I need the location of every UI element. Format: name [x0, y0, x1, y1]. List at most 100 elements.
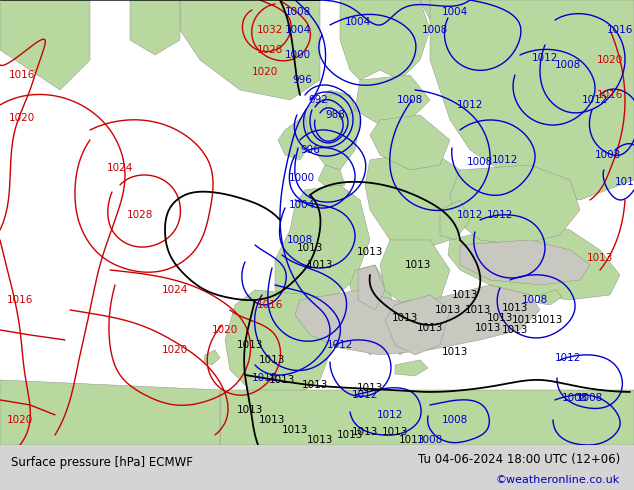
Text: 1000: 1000 — [289, 173, 315, 183]
Polygon shape — [440, 200, 470, 240]
Text: 1013: 1013 — [452, 290, 478, 300]
Text: 1013: 1013 — [281, 425, 308, 435]
Text: 1013: 1013 — [435, 305, 461, 315]
Text: 1013: 1013 — [399, 435, 425, 445]
Text: 1004: 1004 — [442, 7, 468, 17]
Polygon shape — [0, 380, 220, 445]
Text: 996: 996 — [292, 75, 312, 85]
Text: 1012: 1012 — [377, 410, 403, 420]
Text: 1016: 1016 — [7, 295, 33, 305]
Text: 1013: 1013 — [537, 315, 563, 325]
Text: 1016: 1016 — [607, 25, 633, 35]
Text: 1008: 1008 — [467, 157, 493, 167]
Text: 1013: 1013 — [405, 260, 431, 270]
Text: 1024: 1024 — [162, 285, 188, 295]
Text: 1013: 1013 — [352, 427, 378, 437]
Text: 1008: 1008 — [287, 235, 313, 245]
Text: 1013: 1013 — [259, 415, 285, 425]
Text: 988: 988 — [325, 110, 345, 120]
Text: 1008: 1008 — [595, 150, 621, 160]
Polygon shape — [220, 390, 634, 445]
Polygon shape — [358, 265, 385, 310]
Text: 1012: 1012 — [582, 95, 608, 105]
Text: Tu 04-06-2024 18:00 UTC (12+06): Tu 04-06-2024 18:00 UTC (12+06) — [418, 453, 620, 466]
Text: 1012: 1012 — [487, 210, 513, 220]
Polygon shape — [180, 0, 320, 100]
Text: 1013: 1013 — [502, 325, 528, 335]
Text: 1013: 1013 — [337, 430, 363, 440]
Text: 1013: 1013 — [475, 323, 501, 333]
Text: 1020: 1020 — [252, 67, 278, 77]
Polygon shape — [420, 0, 510, 60]
Polygon shape — [538, 290, 562, 305]
Polygon shape — [204, 350, 220, 365]
Text: ©weatheronline.co.uk: ©weatheronline.co.uk — [496, 475, 620, 485]
Polygon shape — [275, 185, 370, 310]
Text: 1008: 1008 — [555, 60, 581, 70]
Text: 1020: 1020 — [162, 345, 188, 355]
Text: 1013: 1013 — [382, 427, 408, 437]
Text: 1012: 1012 — [252, 373, 278, 383]
Text: Surface pressure [hPa] ECMWF: Surface pressure [hPa] ECMWF — [11, 456, 193, 468]
Text: 1013: 1013 — [487, 313, 513, 323]
Polygon shape — [370, 115, 450, 170]
Text: 1028: 1028 — [127, 210, 153, 220]
Text: 1024: 1024 — [107, 163, 133, 173]
Text: 1000: 1000 — [285, 50, 311, 60]
Text: 1013: 1013 — [259, 355, 285, 365]
Text: 1013: 1013 — [442, 347, 468, 357]
Polygon shape — [360, 290, 380, 315]
Text: 1028: 1028 — [257, 45, 283, 55]
Polygon shape — [450, 165, 580, 245]
Text: 1020: 1020 — [212, 325, 238, 335]
Text: 992: 992 — [308, 95, 328, 105]
Text: 1004: 1004 — [285, 25, 311, 35]
Text: 1016: 1016 — [257, 300, 283, 310]
Text: 1012: 1012 — [327, 340, 353, 350]
Text: 1004: 1004 — [345, 17, 371, 27]
Text: 1016: 1016 — [597, 90, 623, 100]
Text: 1016: 1016 — [9, 70, 36, 80]
Text: 1032: 1032 — [257, 25, 283, 35]
Text: 1013: 1013 — [357, 247, 383, 257]
Text: 1013: 1013 — [297, 243, 323, 253]
Text: 1013: 1013 — [357, 383, 383, 393]
Text: 1008: 1008 — [397, 95, 423, 105]
Text: 1013: 1013 — [417, 323, 443, 333]
Text: 1012: 1012 — [532, 53, 558, 63]
Text: 1013: 1013 — [502, 303, 528, 313]
Text: 1013: 1013 — [587, 253, 613, 263]
Polygon shape — [355, 75, 430, 125]
Polygon shape — [395, 360, 428, 376]
Text: 1013: 1013 — [307, 260, 333, 270]
Text: 1012: 1012 — [457, 210, 483, 220]
Text: 1008: 1008 — [562, 393, 588, 403]
Polygon shape — [430, 0, 634, 200]
Text: 996: 996 — [300, 145, 320, 155]
Polygon shape — [460, 240, 590, 285]
Text: 1013: 1013 — [392, 313, 418, 323]
Text: 1008: 1008 — [522, 295, 548, 305]
Text: 1012: 1012 — [492, 155, 518, 165]
Text: 1008: 1008 — [285, 7, 311, 17]
Text: 1008: 1008 — [442, 415, 468, 425]
Text: 1013: 1013 — [269, 375, 295, 385]
Polygon shape — [318, 165, 345, 190]
Polygon shape — [278, 115, 310, 160]
Polygon shape — [340, 0, 430, 80]
Text: 1008: 1008 — [417, 435, 443, 445]
Text: 1012: 1012 — [457, 100, 483, 110]
Polygon shape — [382, 300, 420, 355]
Polygon shape — [385, 295, 450, 355]
Text: 1013: 1013 — [512, 315, 538, 325]
Text: 1008: 1008 — [422, 25, 448, 35]
Text: 1013: 1013 — [465, 305, 491, 315]
Text: 1013: 1013 — [237, 405, 263, 415]
Text: 1008: 1008 — [577, 393, 603, 403]
Polygon shape — [365, 150, 470, 250]
Text: 1020: 1020 — [7, 415, 33, 425]
Text: 1012: 1012 — [352, 390, 378, 400]
Polygon shape — [305, 90, 360, 170]
Text: 1013: 1013 — [302, 380, 328, 390]
Polygon shape — [448, 220, 620, 300]
